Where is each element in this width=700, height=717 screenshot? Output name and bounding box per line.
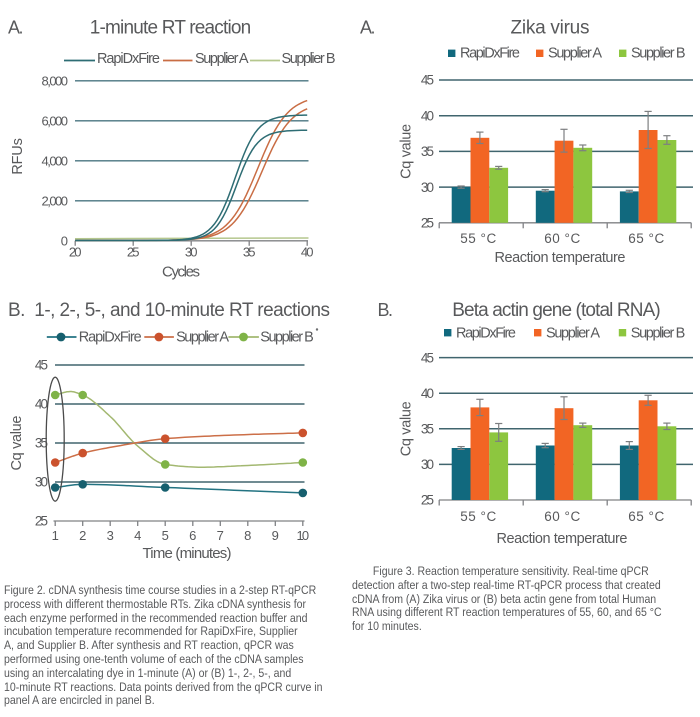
svg-text:Supplier A: Supplier A [195, 51, 249, 67]
svg-text:2: 2 [79, 528, 86, 543]
svg-text:20: 20 [69, 245, 82, 260]
svg-text:40: 40 [421, 386, 434, 401]
svg-text:Cq value: Cq value [9, 416, 25, 471]
svg-text:35: 35 [421, 144, 434, 159]
svg-text:Time (minutes): Time (minutes) [143, 545, 232, 562]
svg-text:65 °C: 65 °C [628, 509, 664, 524]
svg-text:Supplier B: Supplier B [631, 46, 686, 62]
svg-text:Supplier A: Supplier A [546, 326, 600, 342]
svg-text:25: 25 [421, 493, 434, 508]
svg-text:0: 0 [61, 234, 68, 249]
svg-text:45: 45 [421, 73, 434, 88]
svg-text:30: 30 [185, 245, 198, 260]
svg-text:45: 45 [421, 350, 434, 365]
svg-text:60 °C: 60 °C [544, 509, 580, 524]
svg-text:Cq value: Cq value [399, 401, 415, 456]
svg-text:Cq value: Cq value [399, 124, 415, 179]
svg-text:Reaction temperature: Reaction temperature [497, 531, 628, 547]
svg-text:Zika virus: Zika virus [511, 18, 590, 39]
svg-text:35: 35 [421, 422, 434, 437]
svg-text:RFUs: RFUs [10, 138, 26, 175]
svg-text:25: 25 [127, 245, 140, 260]
svg-text:25: 25 [35, 514, 48, 529]
svg-text:3: 3 [107, 528, 114, 543]
svg-text:9: 9 [272, 528, 279, 543]
svg-text:8,000: 8,000 [42, 74, 69, 89]
svg-text:5: 5 [162, 528, 169, 543]
svg-text:10: 10 [297, 528, 310, 543]
svg-text:Supplier B: Supplier B [282, 51, 336, 67]
svg-text:6: 6 [189, 528, 196, 543]
svg-text:B.: B. [378, 300, 394, 320]
svg-text:A.: A. [360, 18, 376, 38]
svg-text:35: 35 [243, 245, 256, 260]
svg-text:25: 25 [421, 216, 434, 231]
svg-text:RapiDxFire: RapiDxFire [79, 330, 142, 346]
svg-text:65 °C: 65 °C [628, 231, 664, 246]
svg-text:Supplier A: Supplier A [176, 330, 229, 346]
svg-text:30: 30 [421, 457, 434, 472]
svg-text:Beta actin gene (total RNA): Beta actin gene (total RNA) [452, 300, 661, 321]
svg-text:1: 1 [52, 528, 59, 543]
svg-text:40: 40 [35, 397, 48, 412]
svg-text:A.: A. [8, 18, 24, 38]
svg-text:B. 1-, 2-, 5-, and 10-minute: B. 1-, 2-, 5-, and 10-minute RT reaction… [8, 300, 330, 321]
svg-text:40: 40 [301, 245, 314, 260]
svg-text:RapiDxFire: RapiDxFire [460, 46, 520, 62]
svg-text:Cycles: Cycles [162, 264, 200, 281]
svg-text:2,000: 2,000 [42, 194, 69, 209]
svg-text:30: 30 [35, 475, 48, 490]
svg-text:Supplier A: Supplier A [548, 46, 602, 62]
svg-text:Supplier B: Supplier B [260, 330, 314, 346]
svg-text:1-minute RT reaction: 1-minute RT reaction [90, 18, 252, 39]
svg-text:RapiDxFire: RapiDxFire [456, 326, 516, 342]
svg-text:30: 30 [421, 180, 434, 195]
svg-text:RapiDxFire: RapiDxFire [97, 51, 160, 67]
svg-text:8: 8 [244, 528, 251, 543]
svg-text:7: 7 [217, 528, 224, 543]
svg-text:45: 45 [35, 358, 48, 373]
svg-text:55 °C: 55 °C [460, 231, 496, 246]
svg-text:Supplier B: Supplier B [631, 326, 686, 342]
svg-text:40: 40 [421, 108, 434, 123]
svg-text:4: 4 [134, 528, 141, 543]
svg-text:35: 35 [35, 436, 48, 451]
svg-text:Reaction temperature: Reaction temperature [495, 250, 626, 266]
svg-text:6,000: 6,000 [42, 114, 69, 129]
svg-text:4,000: 4,000 [42, 154, 69, 169]
svg-text:60 °C: 60 °C [544, 231, 580, 246]
svg-text:55 °C: 55 °C [460, 509, 496, 524]
